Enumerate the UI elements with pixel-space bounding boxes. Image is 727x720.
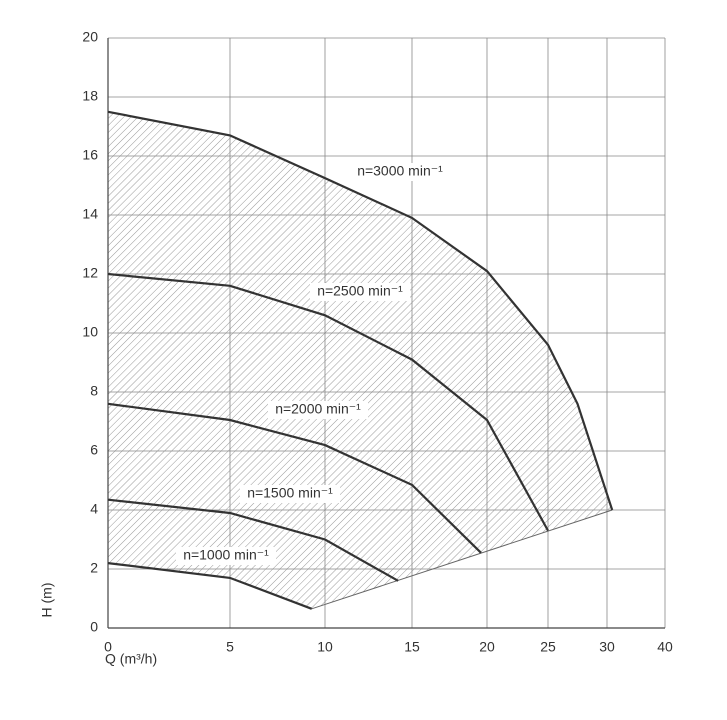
x-tick-label: 40 — [657, 639, 673, 655]
pump-curve — [107, 110, 614, 511]
y-tick-label: 10 — [82, 324, 98, 340]
y-tick-label: 6 — [90, 442, 98, 458]
pump-curve — [107, 402, 482, 554]
curve-label: n=1000 min⁻¹ — [183, 547, 269, 563]
y-tick-label: 0 — [90, 619, 98, 635]
x-tick-label: 10 — [317, 639, 333, 655]
curve-label: n=3000 min⁻¹ — [357, 163, 443, 179]
boundary-line — [311, 509, 613, 610]
x-tick-label: 30 — [599, 639, 615, 655]
y-tick-label: 2 — [90, 560, 98, 576]
pump-curve — [107, 498, 399, 582]
y-tick-label: 14 — [82, 206, 98, 222]
label-bg — [240, 485, 340, 503]
x-tick-label: 5 — [226, 639, 234, 655]
x-tick-label: 0 — [104, 639, 112, 655]
label-bg — [176, 547, 276, 565]
x-tick-label: 20 — [479, 639, 495, 655]
curve-label: n=1500 min⁻¹ — [247, 485, 333, 501]
x-axis-label: Q (m³/h) — [105, 651, 157, 667]
y-tick-label: 8 — [90, 383, 98, 399]
y-tick-label: 18 — [82, 88, 98, 104]
curve-label: n=2000 min⁻¹ — [275, 401, 361, 417]
label-bg — [350, 163, 450, 181]
curve-label: n=2500 min⁻¹ — [317, 283, 403, 299]
pump-curve — [107, 562, 313, 610]
y-tick-label: 4 — [90, 501, 98, 517]
operating-region — [108, 111, 613, 628]
x-tick-label: 15 — [404, 639, 420, 655]
label-bg — [310, 283, 410, 301]
label-bg — [268, 401, 368, 419]
y-tick-label: 12 — [82, 265, 98, 281]
y-tick-label: 16 — [82, 147, 98, 163]
hatch-layer — [108, 111, 613, 628]
y-axis-label: H (m) — [39, 583, 55, 618]
x-tick-label: 25 — [540, 639, 556, 655]
pump-curve — [107, 272, 549, 532]
y-tick-label: 20 — [82, 29, 98, 45]
